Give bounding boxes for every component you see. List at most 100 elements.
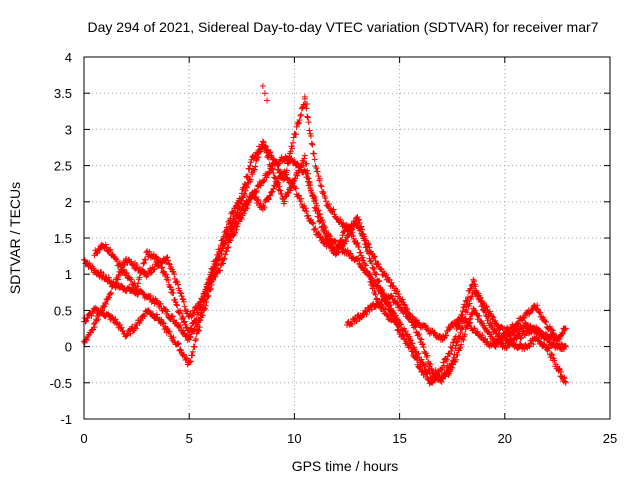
data-point — [459, 308, 466, 315]
data-point — [164, 308, 171, 315]
data-point — [173, 278, 180, 285]
x-tick-label: 25 — [603, 431, 617, 446]
data-point — [526, 343, 533, 350]
data-point — [409, 348, 416, 355]
data-point — [159, 264, 166, 271]
x-tick-label: 15 — [392, 431, 406, 446]
data-point — [468, 311, 475, 318]
data-point — [314, 168, 321, 175]
data-point — [268, 162, 275, 169]
data-point — [147, 269, 154, 276]
data-point — [249, 171, 256, 178]
data-point — [461, 301, 468, 308]
y-tick-label: 1 — [65, 267, 72, 282]
data-point — [518, 334, 525, 341]
data-point — [299, 104, 306, 111]
data-point — [153, 253, 160, 260]
data-point — [118, 282, 125, 289]
data-point — [145, 307, 152, 314]
data-point — [202, 302, 209, 309]
data-point — [225, 244, 232, 251]
data-point — [468, 282, 475, 289]
data-point — [244, 173, 251, 180]
data-point — [238, 195, 245, 202]
data-point — [177, 346, 184, 353]
data-point — [413, 353, 420, 360]
data-point — [107, 290, 114, 297]
data-point — [204, 280, 211, 287]
data-point — [241, 191, 248, 198]
data-point — [196, 324, 203, 331]
data-point — [205, 292, 212, 299]
data-point — [370, 283, 377, 290]
data-point — [290, 134, 297, 141]
data-point — [238, 216, 245, 223]
data-point — [562, 379, 569, 386]
data-point — [372, 291, 379, 298]
data-point — [334, 245, 341, 252]
data-point — [168, 263, 175, 270]
data-point — [356, 219, 363, 226]
data-point — [191, 344, 198, 351]
data-point — [440, 375, 447, 382]
data-point — [140, 260, 147, 267]
data-point — [465, 303, 472, 310]
data-point — [310, 198, 317, 205]
data-point — [211, 260, 218, 267]
data-point — [217, 267, 224, 274]
data-point — [164, 254, 171, 261]
data-point — [235, 220, 242, 227]
data-point — [213, 256, 220, 263]
data-point — [127, 330, 134, 337]
data-point — [132, 325, 139, 332]
data-point — [383, 272, 390, 279]
data-point — [102, 299, 109, 306]
data-point — [222, 251, 229, 258]
data-point — [177, 322, 184, 329]
data-point — [307, 187, 314, 194]
data-point — [232, 203, 239, 210]
data-point — [206, 274, 213, 281]
data-point — [192, 337, 199, 344]
data-point — [108, 289, 115, 296]
data-point — [96, 272, 103, 279]
data-point — [114, 276, 121, 283]
data-point — [123, 332, 130, 339]
data-point — [198, 299, 205, 306]
data-point — [554, 336, 561, 343]
data-point — [123, 270, 130, 277]
y-tick-label: 0 — [65, 340, 72, 355]
data-point — [289, 145, 296, 152]
data-point — [195, 327, 202, 334]
data-point — [270, 170, 277, 177]
data-point — [477, 298, 484, 305]
data-point — [120, 327, 127, 334]
data-point — [102, 300, 109, 307]
data-point — [230, 210, 237, 217]
data-point — [422, 362, 429, 369]
data-point — [384, 301, 391, 308]
data-point — [460, 337, 467, 344]
data-point — [283, 171, 290, 178]
data-point — [169, 313, 176, 320]
data-point — [120, 266, 127, 273]
data-point — [451, 351, 458, 358]
data-point — [417, 363, 424, 370]
data-point — [379, 287, 386, 294]
data-point — [301, 93, 308, 100]
data-point — [562, 343, 569, 350]
data-point — [449, 360, 456, 367]
data-point — [359, 226, 366, 233]
data-point — [442, 332, 449, 339]
data-point — [173, 301, 180, 308]
data-point — [201, 292, 208, 299]
data-point — [174, 281, 181, 288]
data-point — [195, 327, 202, 334]
data-point — [265, 154, 272, 161]
data-point — [254, 150, 261, 157]
data-point — [165, 257, 172, 264]
data-point — [332, 250, 339, 257]
data-point — [387, 308, 394, 315]
data-point — [247, 176, 254, 183]
y-tick-label: 0.5 — [54, 303, 72, 318]
